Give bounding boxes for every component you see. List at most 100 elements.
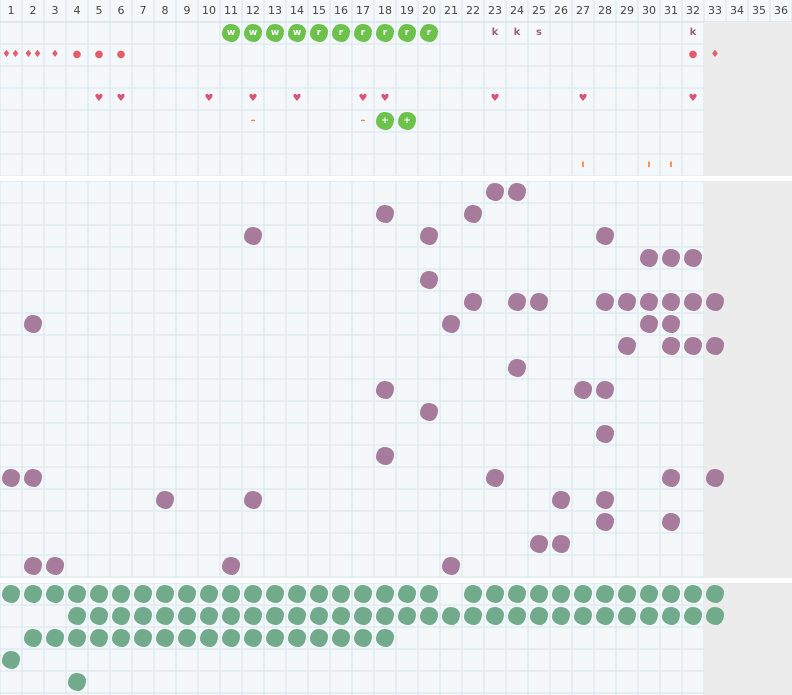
- purple-blob-cell[interactable]: [528, 291, 550, 313]
- teal-blob-cell[interactable]: [308, 627, 330, 649]
- purple-blob-cell[interactable]: [242, 489, 264, 511]
- teal-blob-cell[interactable]: [242, 627, 264, 649]
- purple-blob-cell[interactable]: [594, 225, 616, 247]
- red-mark-cell[interactable]: ♦♦: [0, 44, 22, 66]
- teal-blob-cell[interactable]: [0, 583, 22, 605]
- purple-blob-cell[interactable]: [484, 181, 506, 203]
- teal-blob-cell[interactable]: [176, 605, 198, 627]
- green-blob-cell[interactable]: r: [418, 22, 440, 44]
- purple-blob-cell[interactable]: [528, 533, 550, 555]
- purple-blob-cell[interactable]: [660, 313, 682, 335]
- teal-blob-cell[interactable]: [330, 605, 352, 627]
- letter-mark-cell[interactable]: k: [682, 22, 704, 44]
- heart-mark-cell[interactable]: ♥: [484, 88, 506, 110]
- teal-blob-cell[interactable]: [330, 627, 352, 649]
- teal-blob-cell[interactable]: [418, 583, 440, 605]
- teal-blob-cell[interactable]: [110, 605, 132, 627]
- letter-mark-cell[interactable]: k: [484, 22, 506, 44]
- purple-blob-cell[interactable]: [660, 511, 682, 533]
- teal-blob-cell[interactable]: [330, 583, 352, 605]
- letter-mark-cell[interactable]: s: [528, 22, 550, 44]
- teal-blob-cell[interactable]: [484, 583, 506, 605]
- purple-blob-cell[interactable]: [682, 291, 704, 313]
- purple-blob-cell[interactable]: [22, 467, 44, 489]
- heart-mark-cell[interactable]: ♥: [682, 88, 704, 110]
- dash-mark-cell[interactable]: ı: [660, 154, 682, 176]
- teal-blob-cell[interactable]: [242, 583, 264, 605]
- teal-blob-cell[interactable]: [660, 605, 682, 627]
- dash-mark-cell[interactable]: ı: [638, 154, 660, 176]
- red-mark-cell[interactable]: ♦♦: [22, 44, 44, 66]
- red-mark-cell[interactable]: ●: [66, 44, 88, 66]
- purple-blob-cell[interactable]: [550, 489, 572, 511]
- purple-blob-cell[interactable]: [0, 467, 22, 489]
- purple-blob-cell[interactable]: [594, 379, 616, 401]
- teal-blob-cell[interactable]: [66, 671, 88, 693]
- teal-blob-cell[interactable]: [66, 583, 88, 605]
- green-blob-cell[interactable]: w: [264, 22, 286, 44]
- purple-blob-cell[interactable]: [638, 247, 660, 269]
- purple-blob-cell[interactable]: [682, 335, 704, 357]
- teal-blob-cell[interactable]: [132, 605, 154, 627]
- teal-blob-cell[interactable]: [220, 627, 242, 649]
- teal-blob-cell[interactable]: [264, 627, 286, 649]
- teal-blob-cell[interactable]: [308, 583, 330, 605]
- teal-blob-cell[interactable]: [660, 583, 682, 605]
- teal-blob-cell[interactable]: [198, 605, 220, 627]
- teal-blob-cell[interactable]: [286, 605, 308, 627]
- dash-mark-cell[interactable]: –: [242, 110, 264, 132]
- purple-blob-cell[interactable]: [418, 401, 440, 423]
- heart-mark-cell[interactable]: ♥: [110, 88, 132, 110]
- teal-blob-cell[interactable]: [110, 627, 132, 649]
- green-blob-cell[interactable]: r: [330, 22, 352, 44]
- teal-blob-cell[interactable]: [638, 605, 660, 627]
- teal-blob-cell[interactable]: [154, 583, 176, 605]
- purple-blob-cell[interactable]: [616, 335, 638, 357]
- teal-blob-cell[interactable]: [66, 627, 88, 649]
- purple-blob-cell[interactable]: [638, 291, 660, 313]
- teal-blob-cell[interactable]: [616, 605, 638, 627]
- teal-blob-cell[interactable]: [594, 583, 616, 605]
- purple-blob-cell[interactable]: [616, 291, 638, 313]
- purple-blob-cell[interactable]: [440, 313, 462, 335]
- teal-blob-cell[interactable]: [88, 627, 110, 649]
- purple-blob-cell[interactable]: [550, 533, 572, 555]
- teal-blob-cell[interactable]: [638, 583, 660, 605]
- purple-blob-cell[interactable]: [462, 291, 484, 313]
- purple-blob-cell[interactable]: [22, 555, 44, 577]
- red-mark-cell[interactable]: ●: [110, 44, 132, 66]
- heart-mark-cell[interactable]: ♥: [88, 88, 110, 110]
- purple-blob-cell[interactable]: [154, 489, 176, 511]
- red-mark-cell[interactable]: ♦: [44, 44, 66, 66]
- purple-blob-cell[interactable]: [682, 247, 704, 269]
- teal-blob-cell[interactable]: [22, 583, 44, 605]
- teal-blob-cell[interactable]: [286, 583, 308, 605]
- teal-blob-cell[interactable]: [132, 583, 154, 605]
- teal-blob-cell[interactable]: [440, 605, 462, 627]
- teal-blob-cell[interactable]: [616, 583, 638, 605]
- purple-blob-cell[interactable]: [660, 335, 682, 357]
- teal-blob-cell[interactable]: [506, 605, 528, 627]
- purple-blob-cell[interactable]: [242, 225, 264, 247]
- teal-blob-cell[interactable]: [88, 605, 110, 627]
- teal-blob-cell[interactable]: [550, 583, 572, 605]
- green-blob-cell[interactable]: +: [396, 110, 418, 132]
- purple-blob-cell[interactable]: [462, 203, 484, 225]
- purple-blob-cell[interactable]: [594, 489, 616, 511]
- teal-blob-cell[interactable]: [550, 605, 572, 627]
- teal-blob-cell[interactable]: [528, 605, 550, 627]
- heart-mark-cell[interactable]: ♥: [352, 88, 374, 110]
- dash-mark-cell[interactable]: –: [352, 110, 374, 132]
- teal-blob-cell[interactable]: [462, 605, 484, 627]
- teal-blob-cell[interactable]: [352, 627, 374, 649]
- teal-blob-cell[interactable]: [198, 583, 220, 605]
- teal-blob-cell[interactable]: [396, 583, 418, 605]
- purple-blob-cell[interactable]: [374, 379, 396, 401]
- purple-blob-cell[interactable]: [44, 555, 66, 577]
- purple-blob-cell[interactable]: [660, 247, 682, 269]
- purple-blob-cell[interactable]: [484, 467, 506, 489]
- heart-mark-cell[interactable]: ♥: [374, 88, 396, 110]
- teal-blob-cell[interactable]: [22, 627, 44, 649]
- purple-blob-cell[interactable]: [594, 423, 616, 445]
- teal-blob-cell[interactable]: [396, 605, 418, 627]
